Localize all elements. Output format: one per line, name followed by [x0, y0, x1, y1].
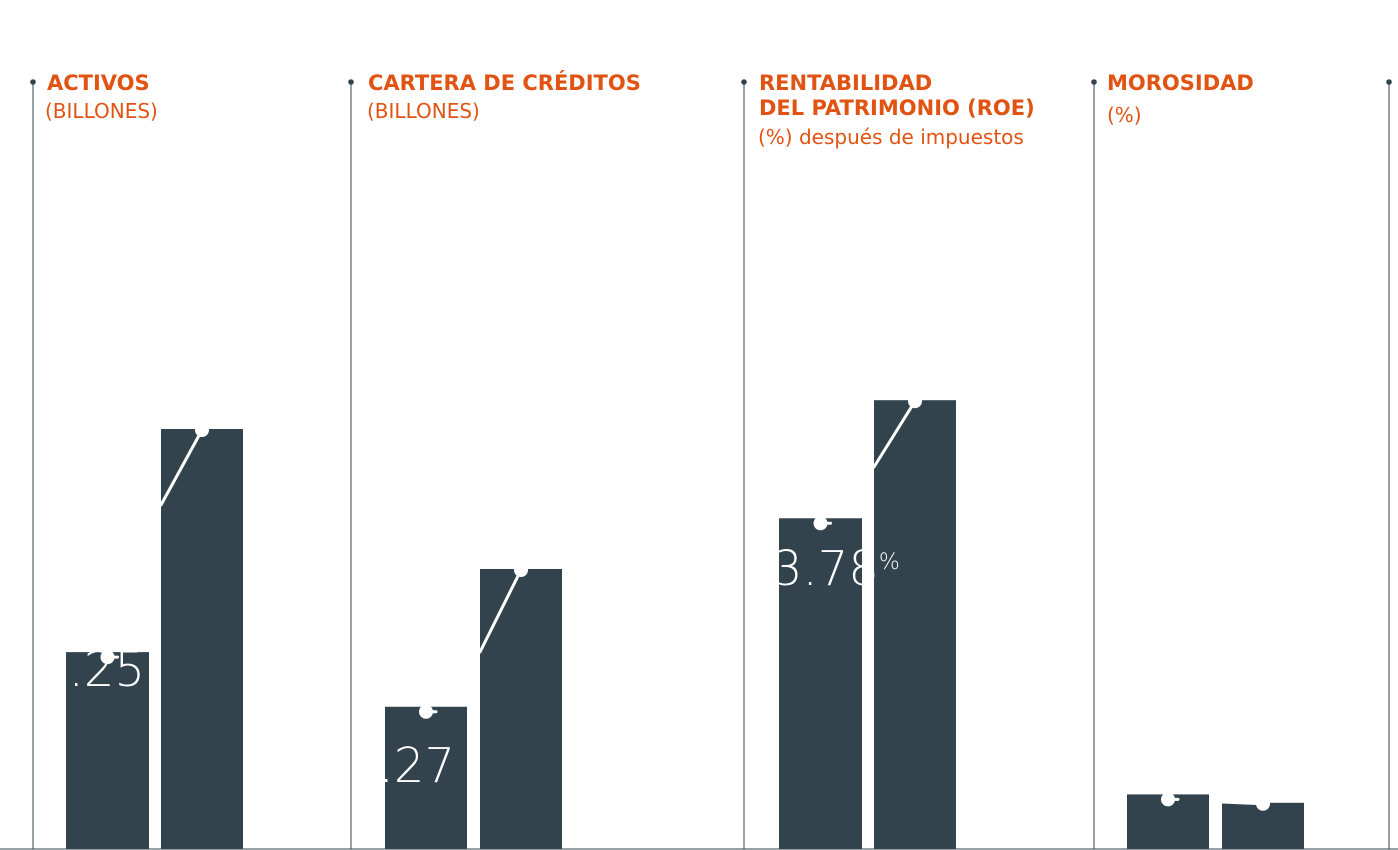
- panel-activos-title-line: ACTIVOS: [47, 71, 150, 95]
- panel-roe-title-line-2: DEL PATRIMONIO (ROE): [759, 96, 1035, 120]
- panel-activos-title: ACTIVOS: [47, 71, 150, 96]
- bar-panel1-2: [161, 429, 243, 849]
- panel-cartera-title-line: CARTERA DE CRÉDITOS: [368, 71, 641, 95]
- value-label-panel1: 2.25: [38, 642, 145, 698]
- bar-panel3-1: [779, 518, 862, 849]
- point-panel3-1: [813, 516, 828, 531]
- bar-panel1-1: [66, 652, 149, 849]
- bar-panel2-1: [385, 706, 467, 849]
- point-panel3-2: [908, 394, 922, 409]
- panel-morosidad-title: MOROSIDAD: [1107, 71, 1254, 96]
- panel-roe-title-line-1: RENTABILIDAD: [759, 71, 933, 95]
- point-panel1-1: [100, 650, 115, 665]
- point-panel2-1: [419, 704, 433, 719]
- axis-marker-dot-4: [1091, 79, 1097, 85]
- panel-roe-subtitle: (%) después de impuestos: [758, 125, 1024, 149]
- connector-line-panel3: [872, 399, 917, 469]
- axis-marker-dot-2: [348, 79, 354, 85]
- connector-line-panel1: [159, 428, 204, 507]
- bar-panel2-2: [480, 569, 562, 849]
- panel-cartera-subtitle: (BILLONES): [367, 99, 480, 123]
- axis-marker-dot-5: [1386, 79, 1392, 85]
- panel-roe-title: RENTABILIDAD DEL PATRIMONIO (ROE): [759, 71, 1035, 121]
- panel-activos-subtitle: (BILLONES): [45, 99, 158, 123]
- value-label-panel3: 3.78%: [772, 541, 900, 597]
- value-label-panel2: .27: [379, 738, 455, 794]
- axis-marker-dot-1: [30, 79, 36, 85]
- panel-cartera-title: CARTERA DE CRÉDITOS: [368, 71, 641, 96]
- point-panel4-2: [1256, 796, 1270, 811]
- point-panel1-2: [195, 423, 209, 437]
- panel-morosidad-subtitle: (%): [1107, 103, 1142, 127]
- panel-morosidad-title-line: MOROSIDAD: [1107, 71, 1254, 95]
- point-panel2-2: [514, 563, 528, 577]
- bar-panel3-2: [874, 400, 956, 849]
- connector-line-panel2: [478, 568, 523, 654]
- axis-marker-dot-3: [741, 79, 747, 85]
- point-panel4-1: [1161, 792, 1175, 807]
